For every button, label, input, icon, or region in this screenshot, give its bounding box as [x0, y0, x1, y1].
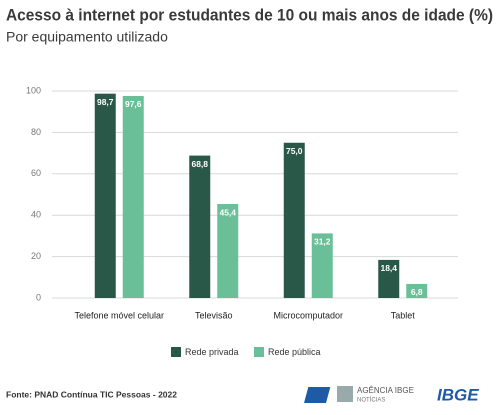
- ibge-logo: IBGE: [437, 385, 479, 404]
- agency-icon: [337, 386, 353, 402]
- agency-name: AGÊNCIA IBGE: [357, 386, 414, 395]
- value-label: 45,4: [219, 207, 236, 217]
- value-label: 75,0: [286, 146, 303, 156]
- y-tick-label: 60: [31, 168, 41, 178]
- y-tick-label: 40: [31, 210, 41, 220]
- bar: [311, 233, 333, 298]
- value-label: 31,2: [314, 237, 331, 247]
- agency-sub: NOTÍCIAS: [357, 397, 385, 404]
- x-tick-label: Microcomputador: [273, 310, 343, 320]
- source: Fonte: PNAD Contínua TIC Pessoas - 2022: [6, 389, 177, 399]
- bar: [217, 204, 239, 298]
- x-tick-label: Telefone móvel celular: [74, 310, 164, 320]
- y-tick-label: 20: [31, 251, 41, 261]
- ibge-logo-mark: [304, 387, 331, 403]
- y-tick-label: 0: [36, 292, 41, 302]
- legend-label: Rede pública: [268, 347, 321, 357]
- bar: [378, 259, 400, 298]
- x-tick-label: Televisão: [195, 310, 233, 320]
- bar: [406, 283, 428, 298]
- legend-label: Rede privada: [185, 347, 239, 357]
- value-label: 18,4: [380, 263, 397, 273]
- chart-title: Acesso à internet por estudantes de 10 o…: [6, 5, 493, 24]
- bar: [189, 155, 211, 298]
- value-label: 98,7: [97, 97, 114, 107]
- bar: [94, 93, 116, 298]
- y-tick-label: 80: [31, 127, 41, 137]
- legend-swatch: [171, 347, 181, 357]
- bar: [283, 142, 305, 298]
- x-tick-label: Tablet: [391, 310, 416, 320]
- value-label: 6,8: [411, 287, 423, 297]
- y-tick-label: 100: [26, 85, 41, 95]
- legend-swatch: [254, 347, 264, 357]
- value-label: 97,6: [125, 99, 142, 109]
- value-label: 68,8: [191, 159, 208, 169]
- chart-subtitle: Por equipamento utilizado: [6, 29, 168, 45]
- bar: [122, 95, 144, 298]
